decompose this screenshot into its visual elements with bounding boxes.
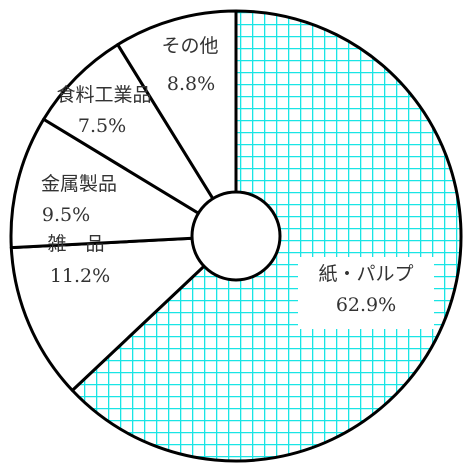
slice-label-food: 食料工業品 7.5% — [56, 84, 151, 137]
pie-slice-2 — [9, 117, 238, 250]
slice-value-food: 7.5% — [78, 115, 126, 137]
slice-name-other: その他 — [161, 35, 218, 57]
slice-label-metal: 金属製品 9.5% — [41, 173, 117, 226]
slice-value-metal: 9.5% — [42, 204, 90, 226]
slice-name-pulp: 紙・パルプ — [318, 263, 413, 285]
slice-label-other: その他 8.8% — [161, 35, 218, 95]
donut-hole — [190, 190, 282, 282]
slice-value-other: 8.8% — [167, 73, 215, 95]
slice-value-pulp: 62.9% — [336, 294, 396, 316]
pie-slice-4 — [116, 9, 238, 238]
pie-slice-1 — [9, 234, 238, 392]
slice-name-food: 食料工業品 — [56, 84, 151, 106]
slice-value-misc: 11.2% — [50, 265, 110, 287]
pie-slice-3 — [42, 43, 238, 238]
slice-label-misc: 雑 品 11.2% — [47, 233, 110, 287]
slice-label-pulp: 紙・パルプ 62.9% — [298, 257, 434, 329]
slice-labels: 紙・パルプ 62.9% 雑 品 11.2% 金属製品 9.5% 食料工業品 7.… — [41, 35, 434, 329]
slice-name-misc: 雑 品 — [47, 233, 104, 255]
slice-name-metal: 金属製品 — [41, 173, 117, 195]
